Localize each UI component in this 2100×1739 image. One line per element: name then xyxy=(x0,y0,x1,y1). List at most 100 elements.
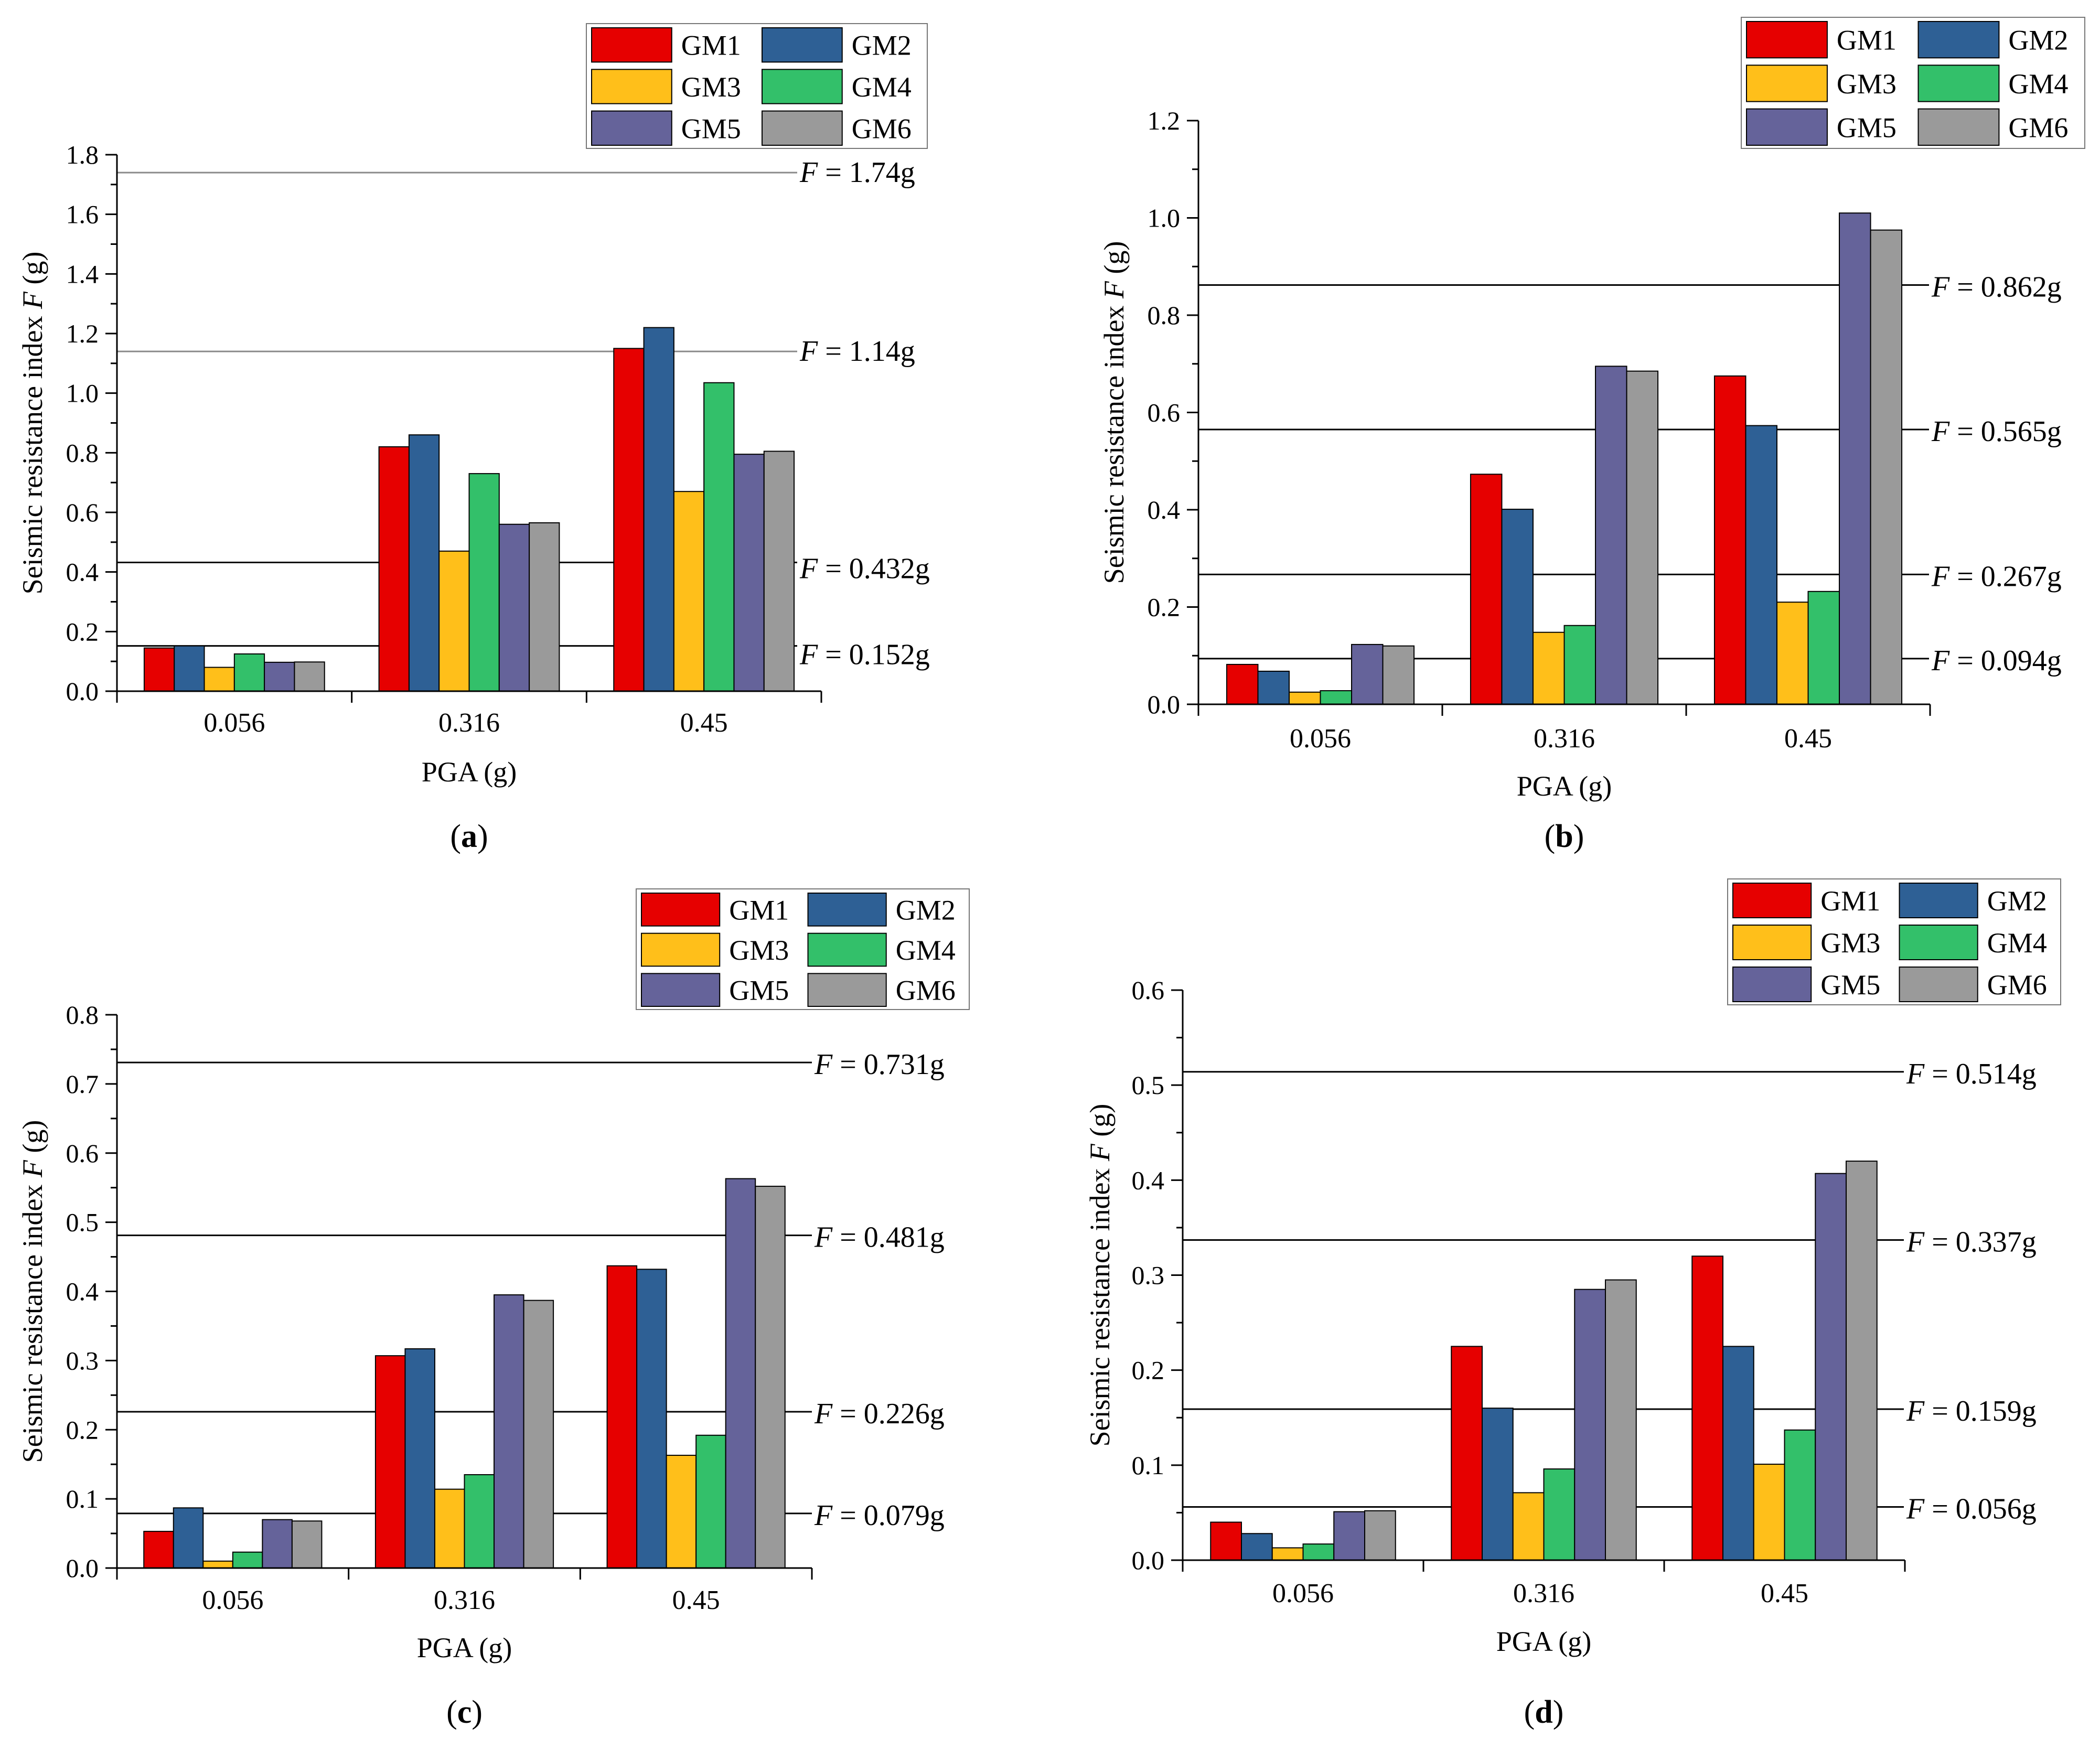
panel-label-open: ( xyxy=(1524,1694,1535,1730)
threshold-value: = 0.267g xyxy=(1949,560,2062,593)
threshold-value: = 0.481g xyxy=(832,1221,945,1254)
legend-swatch-gm6 xyxy=(1899,967,1978,1002)
legend-label: GM5 xyxy=(1837,112,1897,143)
y-tick-label: 0.4 xyxy=(66,1277,99,1306)
legend-swatch-gm5 xyxy=(591,110,672,146)
bar-gm6-0 xyxy=(291,1520,323,1569)
legend-label: GM1 xyxy=(1820,885,1880,917)
x-axis-title: PGA (g) xyxy=(1496,1626,1592,1657)
y-tick-label: 1.2 xyxy=(1148,106,1181,135)
y-tick-label: 0.7 xyxy=(66,1069,99,1099)
legend-swatch-gm3 xyxy=(1746,65,1828,102)
legend-swatch-gm1 xyxy=(1746,21,1828,59)
bar-gm2-1 xyxy=(408,434,440,692)
y-axis-title-var: F xyxy=(1084,1143,1116,1162)
legend: GM1 GM2 GM3 GM4 GM5 GM6 xyxy=(636,888,970,1010)
bar-gm3-2 xyxy=(666,1455,697,1569)
x-tick-label: 0.45 xyxy=(672,1585,720,1615)
y-tick-label: 0.2 xyxy=(1148,593,1181,622)
bar-gm6-0 xyxy=(1382,645,1415,705)
threshold-value: = 0.731g xyxy=(832,1048,945,1081)
threshold-value: = 1.14g xyxy=(818,335,915,368)
bar-gm2-1 xyxy=(1481,1408,1514,1561)
legend-label: GM2 xyxy=(1987,885,2047,917)
y-tick-label: 1.0 xyxy=(1148,203,1181,233)
y-tick-label: 0.1 xyxy=(66,1484,99,1513)
legend-label: GM6 xyxy=(896,975,956,1006)
legend-label: GM1 xyxy=(1837,25,1897,56)
y-tick-label: 0.6 xyxy=(66,498,99,527)
y-tick-label: 0.8 xyxy=(66,1000,99,1029)
threshold-label: F = 0.514g xyxy=(1906,1058,2037,1090)
bar-gm3-1 xyxy=(1512,1492,1545,1561)
y-tick-label: 0.3 xyxy=(1132,1261,1165,1290)
panel-label-letter: b xyxy=(1555,819,1573,854)
legend-swatch-gm6 xyxy=(762,110,843,146)
panel-label: (c) xyxy=(446,1694,483,1730)
x-axis-title: PGA (g) xyxy=(422,756,517,788)
legend-swatch-gm5 xyxy=(1732,967,1812,1002)
panel-label: (b) xyxy=(1545,819,1584,854)
legend-swatch-gm5 xyxy=(1746,108,1828,146)
legend: GM1 GM2 GM3 GM4 GM5 GM6 xyxy=(586,23,928,149)
y-tick-label: 0.4 xyxy=(1132,1165,1165,1195)
x-tick-label: 0.316 xyxy=(434,1585,495,1615)
bar-gm6-0 xyxy=(294,661,325,692)
y-axis-title: Seismic resistance index F (g) xyxy=(17,252,48,595)
bar-gm5-1 xyxy=(498,523,530,692)
threshold-value: = 0.152g xyxy=(818,639,930,671)
threshold-label: F = 0.432g xyxy=(799,552,930,585)
threshold-var: F xyxy=(799,552,818,585)
threshold-value: = 0.565g xyxy=(1949,415,2062,448)
y-tick-label: 1.0 xyxy=(66,379,99,408)
legend-label: GM4 xyxy=(896,935,956,966)
bar-gm4-2 xyxy=(695,1434,726,1569)
bar-gm4-0 xyxy=(232,1551,263,1569)
panel-label-close: ) xyxy=(477,819,488,854)
y-tick-label: 0.5 xyxy=(1132,1070,1165,1100)
threshold-var: F xyxy=(1931,560,1950,593)
panel-label-open: ( xyxy=(1545,819,1556,854)
y-axis-title-suffix: (g) xyxy=(1098,241,1130,281)
threshold-label: F = 0.481g xyxy=(814,1221,945,1254)
y-axis-title-suffix: (g) xyxy=(17,1120,48,1160)
threshold-label: F = 0.094g xyxy=(1931,645,2062,677)
bar-gm6-2 xyxy=(755,1186,786,1569)
bar-gm2-2 xyxy=(643,327,674,692)
bar-gm2-1 xyxy=(1501,509,1534,705)
y-tick-label: 0.6 xyxy=(1148,398,1181,427)
legend-label: GM2 xyxy=(852,30,912,61)
x-tick-label: 0.45 xyxy=(680,708,728,738)
threshold-value: = 0.514g xyxy=(1924,1058,2037,1090)
threshold-var: F xyxy=(814,1048,833,1081)
threshold-label: F = 0.056g xyxy=(1906,1493,2037,1526)
threshold-value: = 0.226g xyxy=(832,1398,945,1430)
bar-gm4-2 xyxy=(1784,1429,1816,1561)
panel-label: (d) xyxy=(1524,1694,1564,1730)
bar-gm5-2 xyxy=(1839,212,1871,705)
legend-label: GM1 xyxy=(681,30,741,61)
bar-gm2-2 xyxy=(1722,1346,1754,1561)
y-tick-label: 0.5 xyxy=(66,1208,99,1237)
y-axis-title-prefix: Seismic resistance index xyxy=(17,309,48,594)
legend-swatch-gm4 xyxy=(762,69,843,104)
bar-gm2-1 xyxy=(404,1348,435,1569)
threshold-var: F xyxy=(1906,1395,1925,1427)
threshold-value: = 0.337g xyxy=(1924,1226,2037,1258)
bar-gm3-0 xyxy=(202,1560,233,1569)
threshold-var: F xyxy=(814,1221,833,1254)
threshold-label: F = 0.159g xyxy=(1906,1395,2037,1427)
bar-gm4-1 xyxy=(1563,625,1597,705)
x-tick-label: 0.316 xyxy=(1513,1579,1574,1608)
bar-gm1-1 xyxy=(1470,474,1503,705)
bar-gm4-1 xyxy=(468,473,500,692)
panel-label-close: ) xyxy=(472,1694,483,1730)
bar-gm1-0 xyxy=(1210,1521,1242,1561)
bar-gm5-0 xyxy=(1333,1511,1366,1561)
bar-gm4-0 xyxy=(1320,690,1353,705)
bar-gm5-1 xyxy=(1595,366,1627,705)
panel-label-letter: c xyxy=(457,1694,472,1730)
bar-gm4-1 xyxy=(464,1474,495,1569)
